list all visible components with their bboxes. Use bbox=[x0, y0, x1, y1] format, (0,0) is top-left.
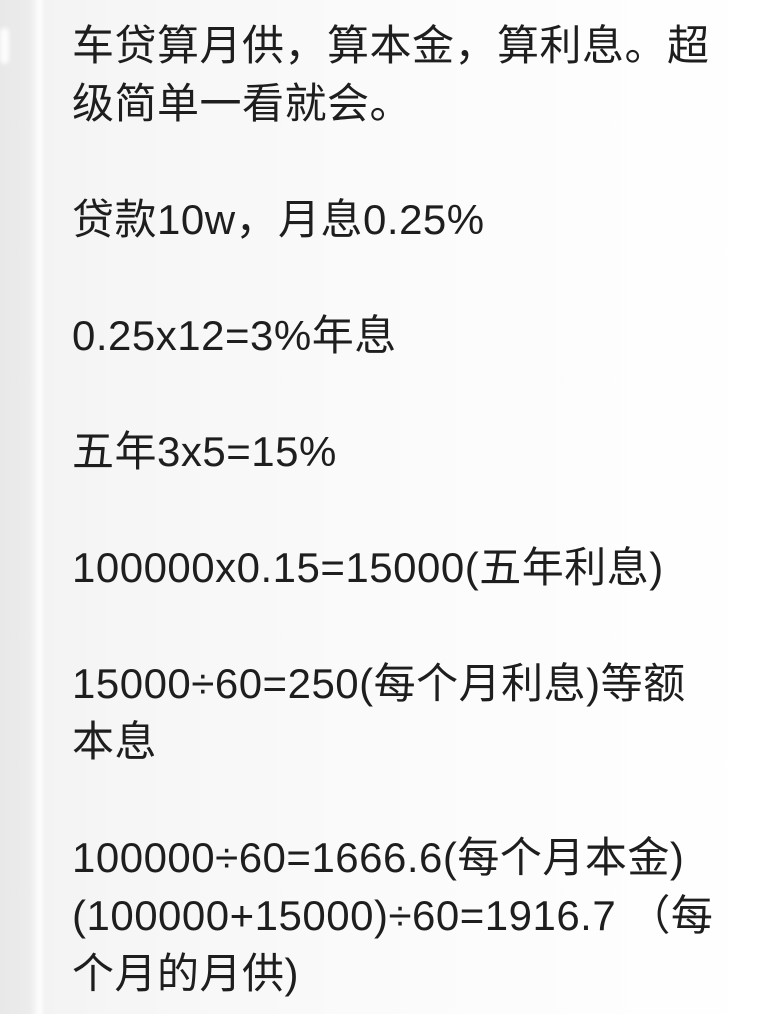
text-line: 0.25x12=3%年息 bbox=[72, 312, 397, 359]
paragraph-loan-terms: 贷款10w，月息0.25% bbox=[72, 191, 746, 249]
paragraph-five-year-rate: 五年3x5=15% bbox=[72, 423, 746, 481]
paragraph-annual-rate: 0.25x12=3%年息 bbox=[72, 307, 746, 365]
text-line: 100000x0.15=15000(五年利息) bbox=[72, 544, 664, 591]
text-line: 本息 bbox=[72, 718, 158, 765]
text-line: 车贷算月供，算本金，算利息。超 bbox=[72, 22, 710, 69]
paragraph-monthly-payment: 100000÷60=1666.6(每个月本金) (100000+15000)÷6… bbox=[72, 829, 746, 1003]
text-line: 15000÷60=250(每个月利息)等额 bbox=[72, 660, 686, 707]
text-line: 五年3x5=15% bbox=[72, 428, 337, 475]
text-line: 100000÷60=1666.6(每个月本金) bbox=[72, 834, 685, 881]
paragraph-monthly-interest: 15000÷60=250(每个月利息)等额 本息 bbox=[72, 655, 746, 771]
text-line: 级简单一看就会。 bbox=[72, 80, 413, 127]
text-line: 贷款10w，月息0.25% bbox=[72, 196, 485, 243]
paragraph-title: 车贷算月供，算本金，算利息。超 级简单一看就会。 bbox=[72, 17, 746, 133]
text-line: (100000+15000)÷60=1916.7 （每 bbox=[72, 892, 714, 939]
note-text: 车贷算月供，算本金，算利息。超 级简单一看就会。 贷款10w，月息0.25% 0… bbox=[72, 17, 746, 1003]
paragraph-total-interest: 100000x0.15=15000(五年利息) bbox=[72, 539, 746, 597]
photo-edge-artifact bbox=[0, 28, 9, 64]
text-line: 个月的月供) bbox=[72, 950, 299, 997]
